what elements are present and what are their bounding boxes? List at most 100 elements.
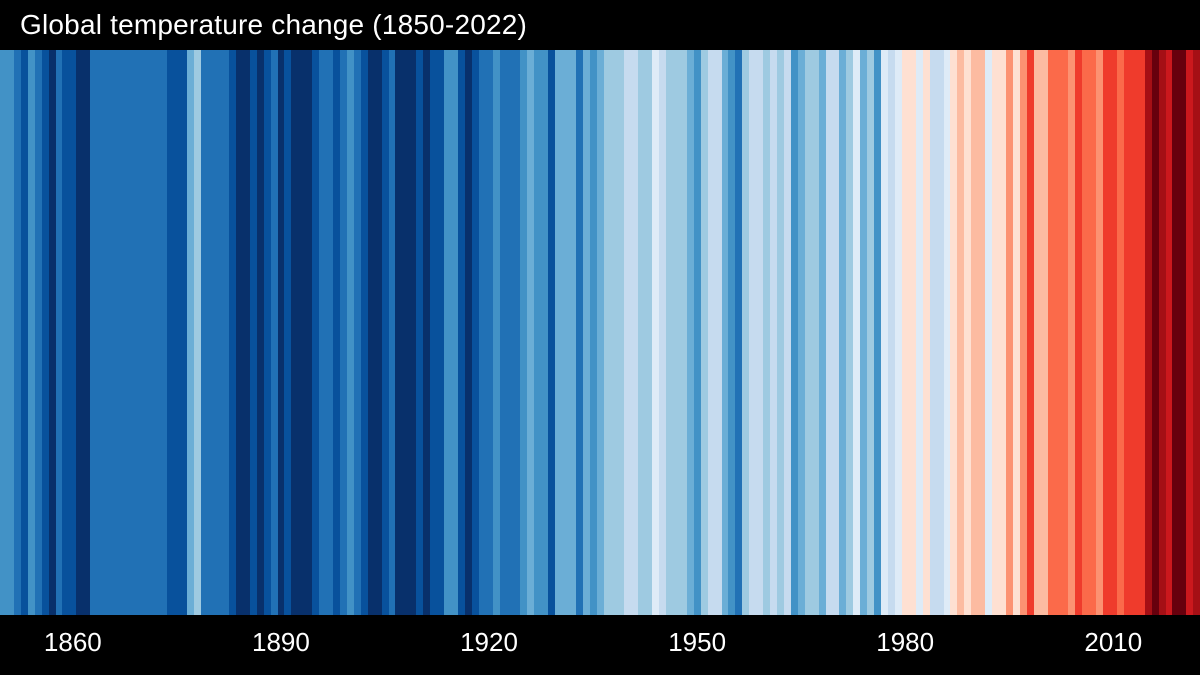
stripe-1976	[874, 50, 881, 615]
stripe-1979	[895, 50, 902, 615]
stripe-1862	[83, 50, 90, 615]
stripe-1968	[819, 50, 826, 615]
stripe-2006	[1082, 50, 1089, 615]
stripe-1897	[326, 50, 333, 615]
stripe-2004	[1068, 50, 1075, 615]
stripe-1973	[853, 50, 860, 615]
stripe-1945	[659, 50, 666, 615]
stripe-1952	[708, 50, 715, 615]
stripe-1891	[284, 50, 291, 615]
stripe-1881	[215, 50, 222, 615]
stripe-1894	[305, 50, 312, 615]
stripe-1986	[944, 50, 951, 615]
stripe-1858	[56, 50, 63, 615]
stripe-1874	[167, 50, 174, 615]
stripe-1936	[597, 50, 604, 615]
stripe-1993	[992, 50, 999, 615]
stripe-1937	[604, 50, 611, 615]
stripe-1967	[812, 50, 819, 615]
stripe-1969	[826, 50, 833, 615]
stripe-1857	[49, 50, 56, 615]
warming-stripes	[0, 50, 1200, 615]
stripe-1864	[97, 50, 104, 615]
stripe-1902	[361, 50, 368, 615]
stripe-1859	[62, 50, 69, 615]
stripe-2013	[1131, 50, 1138, 615]
stripe-1972	[846, 50, 853, 615]
axis-tick-1980: 1980	[876, 627, 934, 658]
stripe-1876	[180, 50, 187, 615]
stripe-1854	[28, 50, 35, 615]
stripe-2005	[1075, 50, 1082, 615]
stripe-1919	[479, 50, 486, 615]
stripe-2017	[1159, 50, 1166, 615]
stripe-2008	[1096, 50, 1103, 615]
stripe-1965	[798, 50, 805, 615]
stripe-1901	[354, 50, 361, 615]
stripe-2000	[1041, 50, 1048, 615]
stripe-2022	[1193, 50, 1200, 615]
stripe-1961	[770, 50, 777, 615]
stripe-1923	[506, 50, 513, 615]
stripe-1896	[319, 50, 326, 615]
stripe-1955	[728, 50, 735, 615]
stripe-1984	[930, 50, 937, 615]
stripe-1885	[243, 50, 250, 615]
stripe-1863	[90, 50, 97, 615]
stripe-1904	[375, 50, 382, 615]
stripe-1933	[576, 50, 583, 615]
stripe-1892	[291, 50, 298, 615]
stripe-1875	[173, 50, 180, 615]
stripe-1956	[735, 50, 742, 615]
stripe-1879	[201, 50, 208, 615]
stripe-1889	[271, 50, 278, 615]
stripe-1930	[555, 50, 562, 615]
stripe-1970	[833, 50, 840, 615]
stripe-1905	[382, 50, 389, 615]
axis-tick-1950: 1950	[668, 627, 726, 658]
stripe-1910	[416, 50, 423, 615]
stripe-1851	[7, 50, 14, 615]
stripe-1884	[236, 50, 243, 615]
stripe-1899	[340, 50, 347, 615]
stripe-1941	[631, 50, 638, 615]
stripe-1999	[1034, 50, 1041, 615]
stripe-1914	[444, 50, 451, 615]
axis-tick-2010: 2010	[1084, 627, 1142, 658]
stripe-1866	[111, 50, 118, 615]
stripe-1987	[950, 50, 957, 615]
x-axis: 186018901920195019802010	[0, 615, 1200, 675]
stripe-1893	[298, 50, 305, 615]
stripe-1988	[957, 50, 964, 615]
stripe-1938	[611, 50, 618, 615]
stripe-1951	[701, 50, 708, 615]
stripe-1948	[680, 50, 687, 615]
stripe-1882	[222, 50, 229, 615]
stripe-1900	[347, 50, 354, 615]
stripe-1853	[21, 50, 28, 615]
stripe-1873	[160, 50, 167, 615]
stripe-1957	[742, 50, 749, 615]
axis-tick-1890: 1890	[252, 627, 310, 658]
stripe-1920	[486, 50, 493, 615]
stripe-1989	[964, 50, 971, 615]
stripe-1975	[867, 50, 874, 615]
stripe-1935	[590, 50, 597, 615]
stripe-1949	[687, 50, 694, 615]
stripe-1878	[194, 50, 201, 615]
stripe-1928	[541, 50, 548, 615]
stripe-1852	[14, 50, 21, 615]
stripe-1995	[1006, 50, 1013, 615]
stripe-1890	[278, 50, 285, 615]
stripe-1903	[368, 50, 375, 615]
stripe-1954	[722, 50, 729, 615]
stripe-2002	[1055, 50, 1062, 615]
stripe-1943	[645, 50, 652, 615]
stripe-1998	[1027, 50, 1034, 615]
stripe-2021	[1186, 50, 1193, 615]
stripe-1971	[839, 50, 846, 615]
stripe-2011	[1117, 50, 1124, 615]
stripe-1918	[472, 50, 479, 615]
stripe-1959	[756, 50, 763, 615]
stripe-1960	[763, 50, 770, 615]
